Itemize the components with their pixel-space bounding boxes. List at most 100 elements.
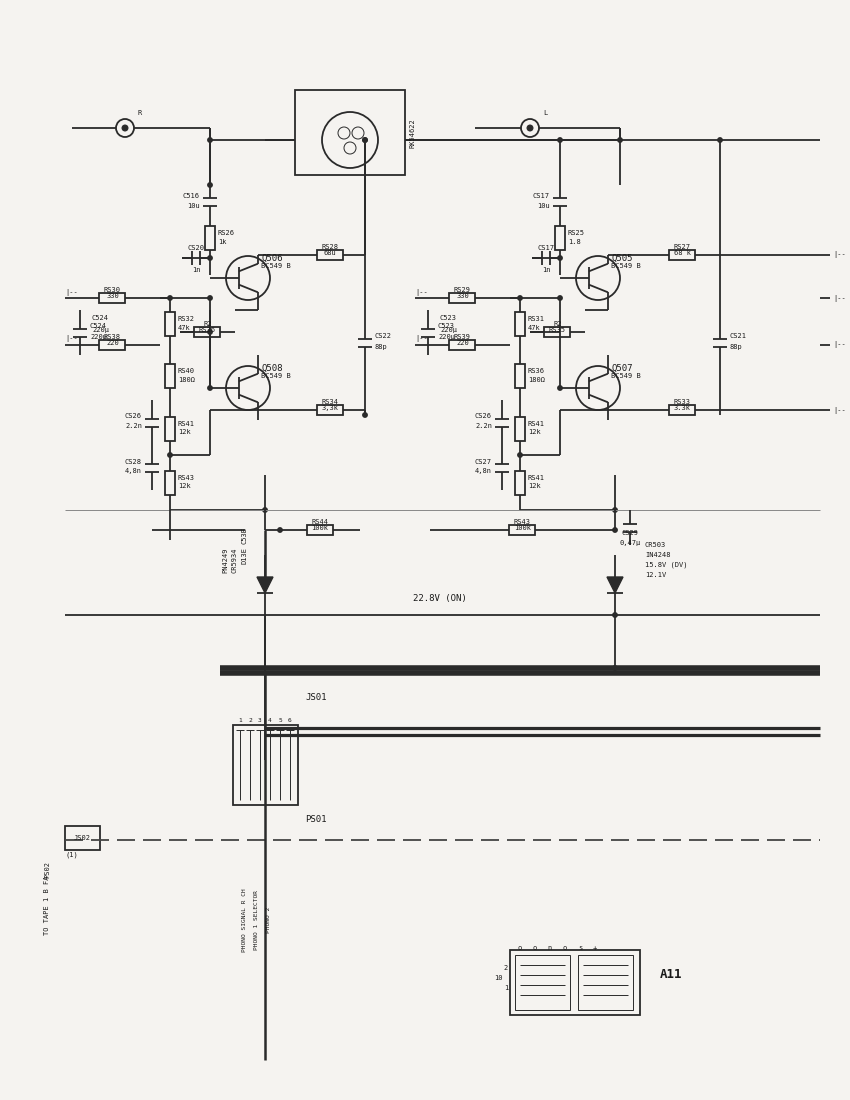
Circle shape	[122, 125, 128, 131]
Text: RS39: RS39	[454, 334, 471, 340]
Circle shape	[613, 613, 617, 617]
Circle shape	[263, 508, 267, 513]
Text: s: s	[578, 945, 582, 952]
Text: RS36: RS36	[528, 368, 545, 374]
Text: CS17: CS17	[533, 192, 550, 198]
Text: Q505: Q505	[611, 254, 632, 263]
Text: Q508: Q508	[261, 364, 283, 373]
Text: 220µ: 220µ	[440, 327, 457, 333]
Text: PN4249: PN4249	[222, 548, 228, 573]
Text: RS41: RS41	[528, 474, 545, 481]
Text: PS02: PS02	[44, 861, 50, 879]
Circle shape	[558, 296, 562, 300]
Text: 4,8n: 4,8n	[125, 469, 142, 474]
Text: 22.8V (ON): 22.8V (ON)	[413, 594, 467, 603]
Text: 3.3k: 3.3k	[674, 405, 691, 411]
Text: |--: |--	[65, 288, 77, 296]
Text: 10u: 10u	[187, 202, 200, 209]
Bar	[555, 226, 565, 250]
Text: RS35: RS35	[549, 327, 566, 333]
Circle shape	[167, 453, 173, 458]
Circle shape	[207, 330, 212, 334]
Bar	[295, 90, 405, 175]
Text: L: L	[543, 110, 547, 115]
Bar	[515, 312, 525, 336]
Circle shape	[558, 386, 562, 390]
Text: |--: |--	[65, 336, 77, 342]
Text: |--: |--	[833, 407, 846, 414]
Text: n: n	[548, 945, 552, 952]
Text: Q507: Q507	[611, 364, 632, 373]
Text: 100k: 100k	[311, 525, 328, 531]
Text: 5: 5	[278, 717, 282, 723]
Text: |--: |--	[833, 252, 846, 258]
Text: 1.8: 1.8	[568, 239, 581, 245]
Circle shape	[207, 256, 212, 261]
Text: RS32: RS32	[178, 316, 195, 322]
Text: RS30: RS30	[104, 287, 121, 293]
Bar	[515, 417, 525, 440]
Text: CS29: CS29	[621, 530, 638, 536]
Text: 330: 330	[106, 293, 119, 299]
Text: BC549 B: BC549 B	[261, 373, 291, 378]
Bar	[165, 364, 175, 388]
Text: C524: C524	[92, 315, 109, 321]
Circle shape	[558, 138, 562, 142]
Text: RS28: RS28	[321, 244, 338, 250]
Circle shape	[613, 666, 617, 670]
Text: 12k: 12k	[528, 429, 541, 436]
Circle shape	[518, 453, 522, 458]
Text: 10: 10	[495, 975, 503, 981]
Bar	[205, 226, 215, 250]
Bar	[515, 471, 525, 495]
Text: 2.2n: 2.2n	[475, 424, 492, 429]
Text: C523: C523	[438, 323, 455, 330]
Circle shape	[363, 138, 367, 142]
Circle shape	[618, 138, 622, 142]
Text: 10u: 10u	[537, 202, 550, 209]
Text: 68 k: 68 k	[674, 250, 691, 256]
Text: o: o	[518, 945, 522, 952]
Text: 3: 3	[258, 717, 262, 723]
Text: RS31: RS31	[528, 316, 545, 322]
Circle shape	[613, 508, 617, 513]
Text: 0,47µ: 0,47µ	[620, 540, 641, 546]
Text: CS28: CS28	[125, 459, 142, 464]
Bar	[509, 525, 536, 535]
Text: CR5934: CR5934	[232, 548, 238, 573]
Circle shape	[363, 138, 367, 142]
Circle shape	[207, 183, 212, 187]
Bar	[99, 293, 126, 303]
Circle shape	[558, 256, 562, 261]
Circle shape	[278, 528, 282, 532]
Text: 6: 6	[288, 717, 292, 723]
Text: 220: 220	[456, 340, 469, 346]
Circle shape	[207, 138, 212, 142]
Text: CS26: CS26	[475, 414, 492, 419]
Circle shape	[363, 412, 367, 417]
Bar	[515, 955, 570, 1010]
Text: PS01: PS01	[305, 815, 326, 825]
Text: 1: 1	[504, 984, 508, 991]
Circle shape	[527, 125, 533, 131]
Text: CS17: CS17	[537, 245, 554, 251]
Bar	[195, 327, 220, 337]
Text: 4: 4	[268, 717, 272, 723]
Text: +: +	[592, 945, 597, 952]
Text: RS41: RS41	[178, 420, 195, 427]
Text: RS26: RS26	[218, 230, 235, 236]
Bar	[670, 405, 695, 415]
Text: BC549 B: BC549 B	[611, 263, 641, 268]
Bar	[317, 250, 343, 260]
Bar	[317, 405, 343, 415]
Text: CS26: CS26	[125, 414, 142, 419]
Bar	[578, 955, 633, 1010]
Text: D13E: D13E	[242, 547, 248, 563]
Circle shape	[167, 296, 173, 300]
Text: 15.8V (DV): 15.8V (DV)	[645, 562, 688, 569]
Text: CR503: CR503	[645, 542, 666, 548]
Text: 12k: 12k	[178, 429, 190, 436]
Bar	[165, 312, 175, 336]
Text: 180Ω: 180Ω	[178, 377, 195, 383]
Bar	[450, 340, 475, 350]
